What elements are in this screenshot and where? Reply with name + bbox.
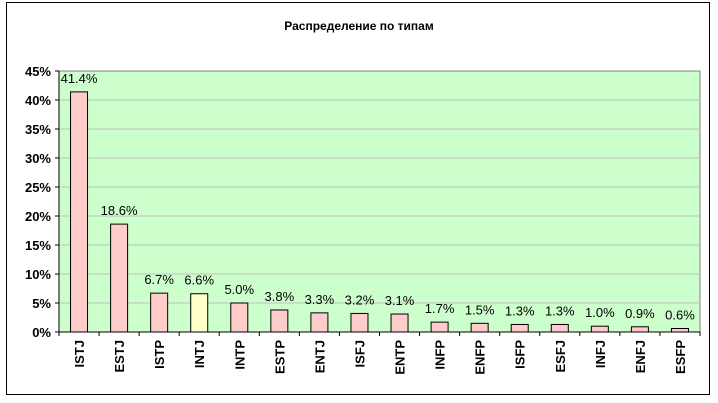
x-tick-label: INFP xyxy=(433,340,448,370)
data-label: 1.0% xyxy=(585,305,615,320)
data-label: 1.3% xyxy=(545,303,575,318)
bar-entp xyxy=(390,313,409,333)
x-tick-label: INFJ xyxy=(593,340,608,368)
bar-istp xyxy=(150,292,169,333)
y-tick-label: 5% xyxy=(32,296,51,311)
bar-intj xyxy=(190,293,209,333)
y-tick-label: 10% xyxy=(25,267,51,282)
bar-esfp xyxy=(670,328,689,333)
x-tick-label: ISTJ xyxy=(72,340,87,367)
x-tick-label: ESTP xyxy=(272,340,287,374)
data-label: 3.2% xyxy=(345,292,375,307)
data-label: 6.6% xyxy=(184,273,214,288)
bar-istj xyxy=(70,91,89,333)
y-tick-label: 0% xyxy=(32,325,51,340)
bar-estj xyxy=(110,223,129,333)
data-label: 6.7% xyxy=(144,272,174,287)
bar-estp xyxy=(270,309,289,333)
bar-infp xyxy=(430,321,449,333)
x-tick-label: INTJ xyxy=(192,340,207,368)
x-tick-label: INTP xyxy=(232,340,247,370)
data-label: 1.7% xyxy=(425,301,455,316)
data-label: 41.4% xyxy=(61,71,98,86)
bar-isfj xyxy=(350,312,369,333)
y-tick-label: 40% xyxy=(25,93,51,108)
x-tick-label: ESFP xyxy=(673,340,688,374)
bar-enfj xyxy=(630,326,649,333)
data-label: 1.5% xyxy=(465,302,495,317)
data-label: 1.3% xyxy=(505,303,535,318)
chart-frame xyxy=(6,2,710,395)
y-tick-label: 35% xyxy=(25,122,51,137)
y-tick-label: 15% xyxy=(25,238,51,253)
bar-intp xyxy=(230,302,249,333)
plot-area xyxy=(58,70,701,333)
bar-esfj xyxy=(550,323,569,333)
x-tick-label: ENFJ xyxy=(633,340,648,373)
bar-infj xyxy=(590,325,609,333)
chart-title: Распределение по типам xyxy=(284,19,434,33)
y-tick-label: 20% xyxy=(25,209,51,224)
data-label: 3.3% xyxy=(305,292,335,307)
data-label: 3.8% xyxy=(265,289,295,304)
data-label: 0.9% xyxy=(625,306,655,321)
data-label: 0.6% xyxy=(665,308,695,323)
x-tick-label: ISTP xyxy=(152,340,167,369)
y-tick-label: 30% xyxy=(25,151,51,166)
x-tick-label: ESTJ xyxy=(112,340,127,373)
x-tick-label: ESFJ xyxy=(553,340,568,373)
bar-enfp xyxy=(470,322,489,333)
data-label: 3.1% xyxy=(385,293,415,308)
x-tick-label: ENTP xyxy=(393,340,408,375)
x-tick-label: ISFP xyxy=(513,340,528,369)
x-tick-label: ENTJ xyxy=(312,340,327,373)
bar-isfp xyxy=(510,323,529,333)
y-tick-label: 25% xyxy=(25,180,51,195)
data-label: 5.0% xyxy=(224,282,254,297)
bar-entj xyxy=(310,312,329,333)
x-tick-label: ENFP xyxy=(473,340,488,375)
y-tick-label: 45% xyxy=(25,64,51,79)
x-tick-label: ISFJ xyxy=(352,340,367,367)
data-label: 18.6% xyxy=(101,203,138,218)
